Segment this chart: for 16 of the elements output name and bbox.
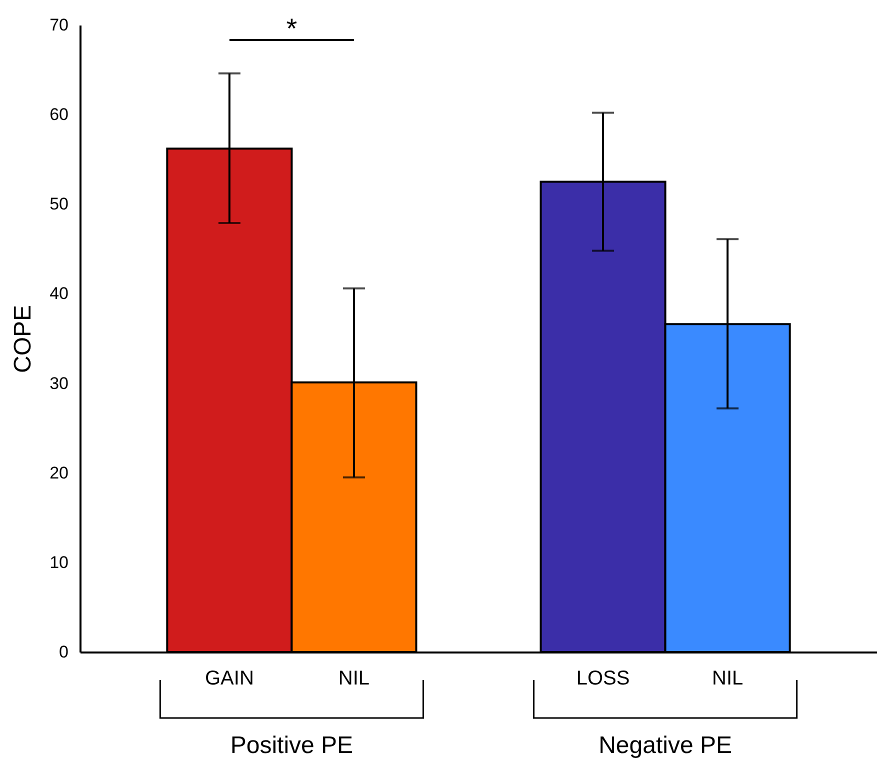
x-tick-label: NIL bbox=[712, 668, 744, 690]
y-tick-label: 70 bbox=[50, 16, 68, 34]
x-tick-label: LOSS bbox=[576, 668, 630, 690]
x-tick-label: GAIN bbox=[204, 668, 254, 690]
text: Negative PE bbox=[598, 732, 732, 758]
y-tick-label: 20 bbox=[50, 463, 68, 482]
y-tick-label: 40 bbox=[50, 284, 68, 304]
annotation: * bbox=[286, 13, 298, 44]
x-tick-label: NIL bbox=[338, 668, 370, 690]
y-tick-label: 30 bbox=[50, 374, 68, 393]
y-tick-label: 10 bbox=[50, 552, 68, 572]
y-tick-label: 60 bbox=[50, 105, 68, 124]
y-tick-label: 50 bbox=[50, 194, 68, 214]
y-tick-label: 0 bbox=[59, 642, 68, 662]
text: Positive PE bbox=[230, 732, 354, 758]
y-axis-title: COPE bbox=[10, 304, 37, 374]
